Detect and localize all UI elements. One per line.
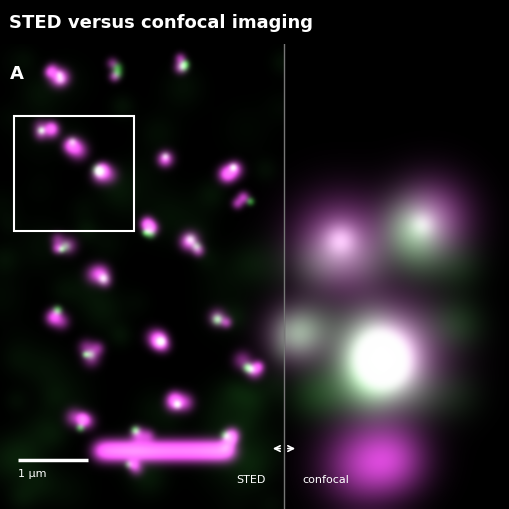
Bar [14, 117, 134, 232]
Text: A: A [10, 65, 24, 83]
Text: STED: STED [236, 474, 266, 484]
Text: confocal: confocal [301, 474, 348, 484]
Text: 1 μm: 1 μm [18, 468, 46, 478]
Text: STED versus confocal imaging: STED versus confocal imaging [9, 14, 313, 33]
